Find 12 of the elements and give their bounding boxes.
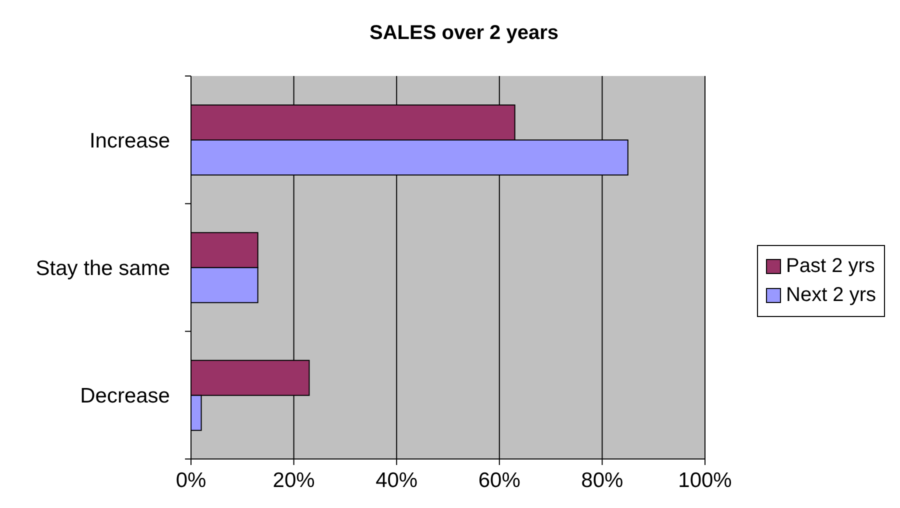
y-tick-label: Stay the same (36, 256, 170, 280)
legend-label: Past 2 yrs (786, 254, 875, 279)
x-tick-label: 20% (272, 468, 315, 492)
y-tick-label: Increase (89, 129, 170, 152)
legend-label: Next 2 yrs (786, 283, 876, 308)
x-tick-label: 60% (478, 468, 520, 492)
chart-title: SALES over 2 years (370, 22, 558, 45)
x-tick-label: 100% (678, 468, 732, 492)
x-tick-label: 80% (581, 468, 624, 492)
y-tick-label: Decrease (80, 384, 170, 408)
x-tick-label: 40% (376, 468, 418, 492)
x-tick-label: 0% (176, 468, 206, 492)
